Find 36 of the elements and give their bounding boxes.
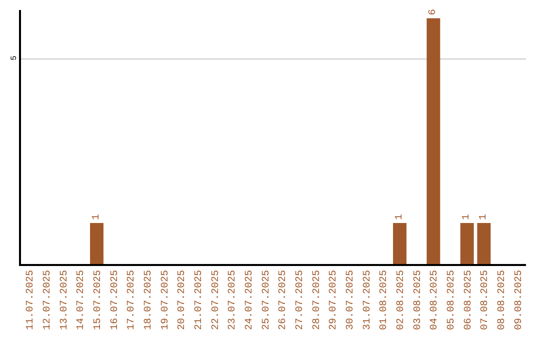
data-label: 6 [428,9,439,16]
y-tick-label: 5 [10,55,19,60]
x-tick-label: 09.08.2025 [514,270,525,330]
x-tick-label: 25.07.2025 [261,270,272,330]
x-tick-label: 26.07.2025 [278,270,290,330]
data-label: 1 [394,214,406,220]
x-tick-label: 17.07.2025 [126,270,138,330]
x-tick-label: 11.07.2025 [26,270,37,330]
x-tick-label: 19.07.2025 [160,270,172,330]
x-tick-label: 15.07.2025 [93,270,104,330]
x-tick-label: 23.07.2025 [228,270,239,330]
x-tick-label: 30.07.2025 [346,270,356,330]
x-tick-label: 01.08.2025 [379,270,390,330]
x-tick-label: 03.08.2025 [412,270,424,330]
x-tick-label: 29.07.2025 [328,270,340,330]
x-tick-label: 31.07.2025 [362,270,374,330]
x-tick-label: 12.07.2025 [42,270,54,330]
x-tick-label: 24.07.2025 [244,270,256,330]
data-label: 1 [478,214,490,220]
x-tick-label: 14.07.2025 [76,270,88,330]
x-tick-label: 18.07.2025 [144,270,154,330]
x-tick-label: 02.08.2025 [396,270,407,330]
x-tick-label: 08.08.2025 [497,270,508,330]
x-tick-label: 07.08.2025 [480,270,492,330]
x-tick-label: 13.07.2025 [59,270,70,330]
x-tick-label: 22.07.2025 [210,270,222,330]
x-tick-label: 27.07.2025 [295,270,306,330]
x-tick-label: 28.07.2025 [312,270,323,330]
x-tick-label: 06.08.2025 [463,270,474,330]
data-label: 1 [462,214,473,220]
x-tick-label: 05.08.2025 [446,270,458,330]
x-tick-label: 20.07.2025 [177,270,188,330]
x-tick-label: 21.07.2025 [194,270,205,330]
x-tick-label: 16.07.2025 [110,270,121,330]
data-label: 1 [91,214,102,220]
x-tick-label: 04.08.2025 [430,270,441,330]
